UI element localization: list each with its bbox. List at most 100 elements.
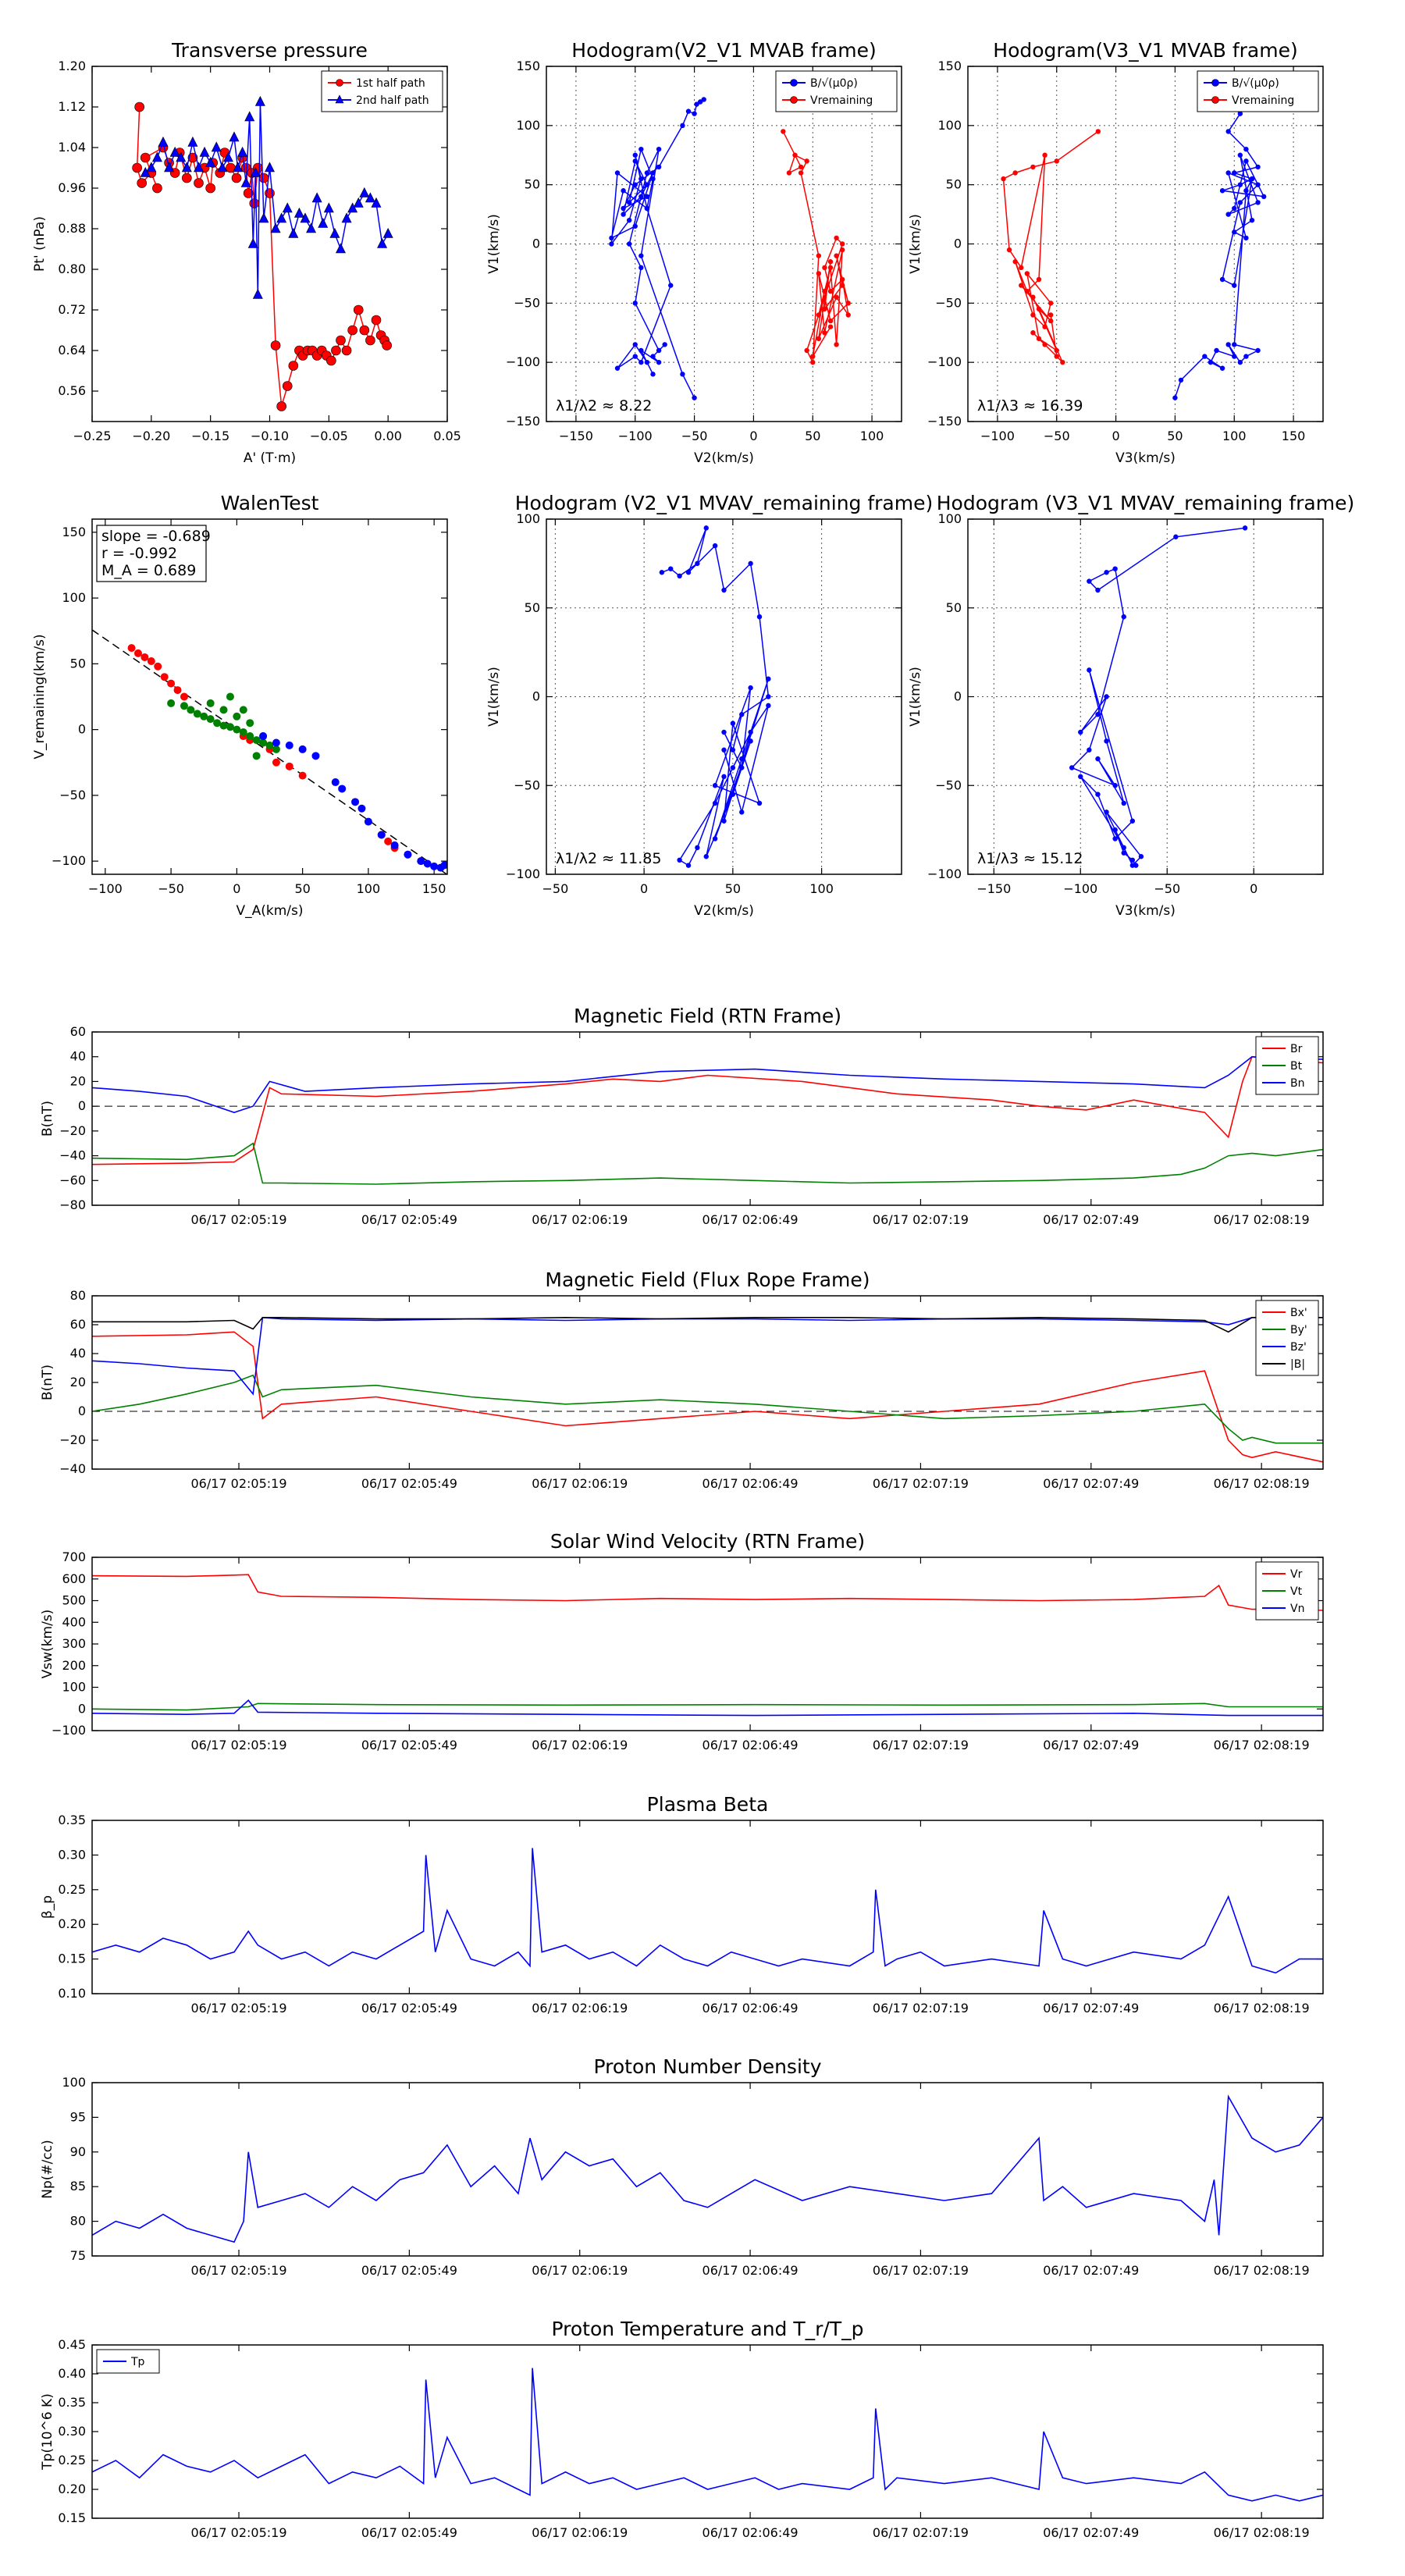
y-tick-label: 0 [78, 1701, 86, 1716]
data-point [1104, 809, 1109, 815]
data-point [180, 702, 188, 710]
data-point [1243, 235, 1249, 241]
data-point [1237, 111, 1243, 116]
data-point [638, 347, 644, 354]
y-tick-label: 0.40 [58, 2366, 86, 2381]
y-tick-label: 20 [70, 1073, 86, 1088]
plot-frame [546, 518, 902, 875]
data-point [694, 101, 699, 107]
data-point [748, 738, 753, 744]
y-tick-label: −80 [59, 1197, 86, 1212]
data-point [748, 729, 753, 735]
data-point [365, 335, 375, 346]
data-point [721, 774, 727, 780]
y-tick-label: −150 [506, 414, 540, 429]
data-point [638, 194, 644, 200]
data-point [152, 183, 162, 194]
data-point [638, 253, 644, 258]
y-axis-label: V1(km/s) [486, 667, 502, 727]
y-tick-label: 40 [70, 1346, 86, 1361]
data-point [680, 123, 685, 129]
data-point [1232, 205, 1237, 212]
x-tick-label: 06/17 02:06:49 [702, 1738, 799, 1752]
legend-entry: 2nd half path [356, 94, 429, 107]
x-tick-label: 100 [357, 881, 381, 896]
data-point [205, 183, 215, 194]
y-axis-label: Tp(10^6 K) [40, 2393, 55, 2471]
data-point [614, 170, 621, 176]
data-point [1036, 306, 1042, 312]
chart-mag_fr: Magnetic Field (Flux Rope Frame) 06/17 02… [40, 1268, 1324, 1491]
y-tick-label: 100 [62, 1680, 86, 1695]
chart-beta: Plasma Beta 06/17 02:05:19 06/17 02:05:49 0… [40, 1793, 1324, 2016]
data-point [798, 164, 804, 170]
data-point [1054, 354, 1059, 359]
x-tick-label: 06/17 02:06:19 [532, 1212, 628, 1227]
data-point [1024, 288, 1030, 294]
data-point [685, 863, 692, 868]
x-tick-label: 50 [805, 429, 820, 443]
eigenvalue-ratio: λ1/λ3 ≈ 16.39 [977, 397, 1083, 415]
y-tick-label: 60 [70, 1024, 86, 1039]
legend-entry: B/√(μ0ρ) [810, 77, 858, 90]
x-tick-label: 06/17 02:07:49 [1043, 1738, 1139, 1752]
series-line-|B| [92, 1316, 1323, 1333]
data-point [276, 401, 286, 411]
data-point [609, 241, 614, 247]
series-line-By' [92, 1374, 1323, 1444]
data-point [1243, 188, 1249, 194]
series-line-Vt [92, 1703, 1323, 1711]
data-point [1249, 176, 1255, 182]
y-tick-label: 60 [70, 1317, 86, 1332]
data-point [845, 301, 851, 306]
data-point [377, 237, 388, 248]
data-point [1112, 566, 1118, 571]
x-tick-label: 06/17 02:05:19 [190, 1738, 286, 1752]
x-tick-label: 06/17 02:06:19 [532, 2001, 628, 2016]
data-point [326, 355, 336, 366]
data-point [200, 712, 208, 720]
chart-title: Transverse pressure [171, 39, 368, 62]
data-point [1048, 301, 1054, 306]
data-point [827, 318, 834, 324]
data-point [336, 243, 346, 254]
data-point [127, 644, 136, 653]
legend-marker [790, 96, 798, 104]
data-point [827, 265, 834, 271]
data-point [270, 340, 281, 350]
data-point [1042, 342, 1048, 347]
data-point [217, 162, 228, 173]
plot-area [92, 629, 447, 874]
chart-h21: Hodogram(V2_V1 MVAB frame) −150 −100 −50 0 50… [486, 39, 902, 466]
series-line [1002, 130, 1099, 363]
data-point [834, 235, 839, 241]
y-tick-label: −20 [59, 1123, 86, 1138]
data-point [638, 176, 644, 182]
data-point [1019, 265, 1024, 271]
data-point [656, 347, 662, 354]
data-point [816, 336, 822, 342]
x-tick-label: 100 [809, 881, 834, 896]
data-point [697, 99, 703, 105]
data-point [359, 325, 370, 336]
data-point [182, 173, 192, 183]
y-tick-label: 0.25 [58, 1882, 86, 1897]
legend-entry: 1st half path [356, 77, 425, 90]
data-point [306, 222, 317, 233]
chart-title: Hodogram (V3_V1 MVAV_remaining frame) [937, 492, 1355, 514]
series-line-Bz' [92, 1316, 1323, 1396]
y-tick-label: 75 [70, 2248, 86, 2263]
data-point [1121, 845, 1126, 851]
chart-vsw: Solar Wind Velocity (RTN Frame) 06/17 02:… [40, 1530, 1324, 1752]
plot-area [92, 2094, 1323, 2243]
data-point [644, 194, 650, 200]
data-point [644, 170, 650, 176]
data-point [298, 771, 307, 780]
x-tick-label: 06/17 02:08:19 [1214, 2525, 1310, 2540]
data-point [659, 570, 665, 575]
data-point [1060, 359, 1065, 365]
legend-entry: Bt [1290, 1060, 1303, 1073]
y-tick-label: 0.35 [58, 1813, 86, 1827]
data-point [194, 162, 204, 173]
y-tick-label: 0 [78, 722, 86, 737]
